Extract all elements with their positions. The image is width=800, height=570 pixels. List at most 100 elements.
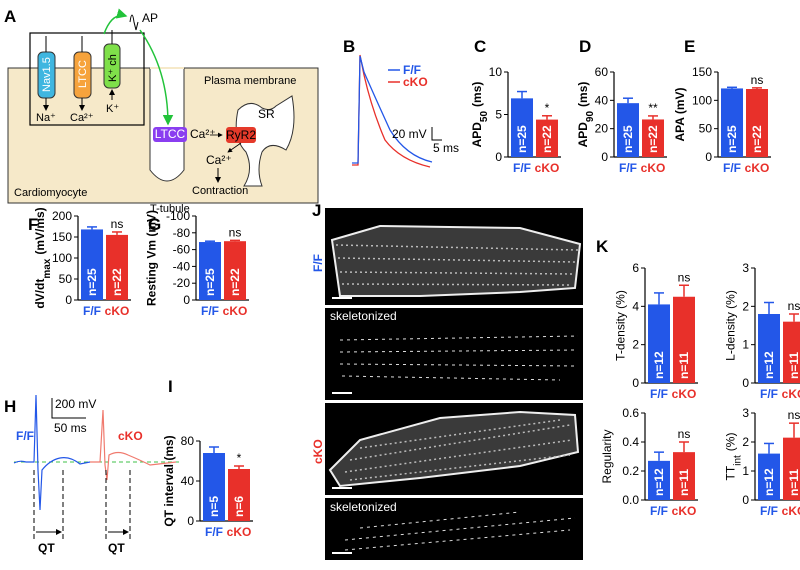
y-tick-label: 5 [495, 108, 502, 122]
bar [536, 119, 558, 157]
ttubule-label: T-tubule [150, 203, 190, 215]
y-tick-label: 0 [187, 514, 194, 528]
bar [758, 453, 780, 500]
ryr2-label: RyR2 [226, 128, 256, 142]
x-tick-label: F/F [650, 504, 668, 518]
y-tick-label: -20 [173, 276, 191, 290]
channel-label: K⁺ ch [107, 54, 119, 82]
y-tick-label: 100 [52, 251, 72, 265]
bar [673, 296, 695, 383]
n-label: n=22 [110, 268, 124, 296]
ecg-traces: F/F cKO 200 mV 50 ms QT QT [13, 394, 180, 555]
y-tick-label: 1 [742, 464, 749, 478]
y-tick-label: 2 [742, 435, 749, 449]
trace-label: cKO [118, 429, 143, 443]
panel-letter: A [4, 7, 16, 26]
y-axis-label-sub: 50 [478, 111, 489, 123]
y-axis-label: L-density (%) [723, 290, 737, 361]
scale-label: 200 mV [55, 397, 96, 411]
bar [721, 88, 743, 157]
x-tick-label: F/F [760, 387, 778, 401]
n-label: n=12 [652, 351, 666, 379]
significance-label: * [545, 101, 550, 115]
n-label: n=25 [725, 125, 739, 153]
y-axis-label-sub: max [42, 258, 53, 278]
bar [203, 453, 225, 521]
x-tick-label: F/F [723, 161, 741, 175]
row-label: F/F [311, 254, 325, 272]
y-axis-label-sub: int [732, 455, 743, 466]
y-axis-label-unit: (ms) [470, 82, 484, 107]
ca-label: Ca²⁺ [206, 153, 232, 167]
y-tick-label: 0 [183, 293, 190, 307]
image-caption: skeletonized [330, 500, 397, 514]
y-tick-label: 40 [595, 93, 609, 107]
y-tick-label: 2 [742, 299, 749, 313]
y-axis-label: APD50 (ms) [470, 82, 490, 148]
n-label: n=22 [228, 268, 242, 296]
image-panel: skeletonized skeletonized F/F cKO [311, 208, 583, 560]
y-tick-label: 80 [181, 434, 195, 448]
bar [224, 241, 246, 300]
ion-label: Ca²⁺ [70, 112, 94, 124]
n-label: n=12 [652, 468, 666, 496]
panel-letter: K [596, 237, 609, 256]
panel-letter: J [312, 201, 321, 220]
y-tick-label: -100 [166, 209, 190, 223]
ltcc-label: LTCC [155, 127, 186, 141]
y-axis-label-text: Regularity [600, 429, 614, 483]
y-tick-label: 3 [742, 261, 749, 275]
n-label: n=5 [207, 496, 221, 517]
x-tick-label: cKO [641, 161, 666, 175]
y-axis-label: Regularity [600, 429, 614, 483]
x-tick-label: cKO [535, 161, 560, 175]
bar [648, 460, 670, 500]
y-tick-label: 0.2 [622, 464, 639, 478]
y-axis-label-unit: (mV/ms) [33, 207, 47, 254]
n-label: n=22 [540, 125, 554, 153]
cell-label: Cardiomyocyte [14, 187, 87, 199]
y-axis-label-unit: (%) [723, 433, 737, 452]
y-tick-label: 6 [632, 261, 639, 275]
legend-label: cKO [403, 75, 428, 89]
y-tick-label: 0.0 [622, 493, 639, 507]
image-caption: skeletonized [330, 309, 397, 323]
interval-label: QT [38, 541, 55, 555]
x-tick-label: cKO [782, 387, 800, 401]
y-axis-label-text: APD [470, 122, 484, 148]
y-axis-label-text: L-density (%) [723, 290, 737, 361]
x-tick-label: cKO [672, 387, 697, 401]
n-label: n=11 [787, 469, 800, 496]
ion-label: Na⁺ [36, 112, 56, 124]
x-tick-label: cKO [105, 304, 130, 318]
sr-label: SR [258, 107, 275, 121]
significance-label: ns [788, 299, 800, 313]
y-axis-label-text: T-density (%) [613, 290, 627, 361]
significance-label: ns [111, 217, 124, 231]
x-tick-label: F/F [619, 161, 637, 175]
significance-label: ns [751, 73, 764, 87]
bar [746, 89, 768, 157]
panel-letter: C [474, 37, 486, 56]
y-tick-label: 100 [692, 93, 712, 107]
y-tick-label: 50 [59, 272, 73, 286]
bar [617, 103, 639, 157]
significance-label: * [237, 451, 242, 465]
x-tick-label: cKO [227, 525, 252, 539]
n-label: n=6 [232, 496, 246, 517]
ion-label: K⁺ [106, 103, 119, 115]
n-label: n=25 [85, 268, 99, 296]
y-tick-label: -40 [173, 259, 191, 273]
y-tick-label: 50 [699, 122, 713, 136]
scale-label: 20 mV [392, 127, 427, 141]
y-axis-label: Resting Vm (mV) [145, 210, 159, 306]
y-axis-label-text: Resting Vm (mV) [145, 210, 159, 306]
y-tick-label: -80 [173, 226, 191, 240]
legend-label: F/F [403, 63, 421, 77]
trace-label: F/F [16, 429, 34, 443]
y-tick-label: 0.6 [622, 406, 639, 420]
bar [642, 119, 664, 157]
x-tick-label: F/F [760, 504, 778, 518]
bar [673, 452, 695, 500]
y-tick-label: 20 [595, 122, 609, 136]
